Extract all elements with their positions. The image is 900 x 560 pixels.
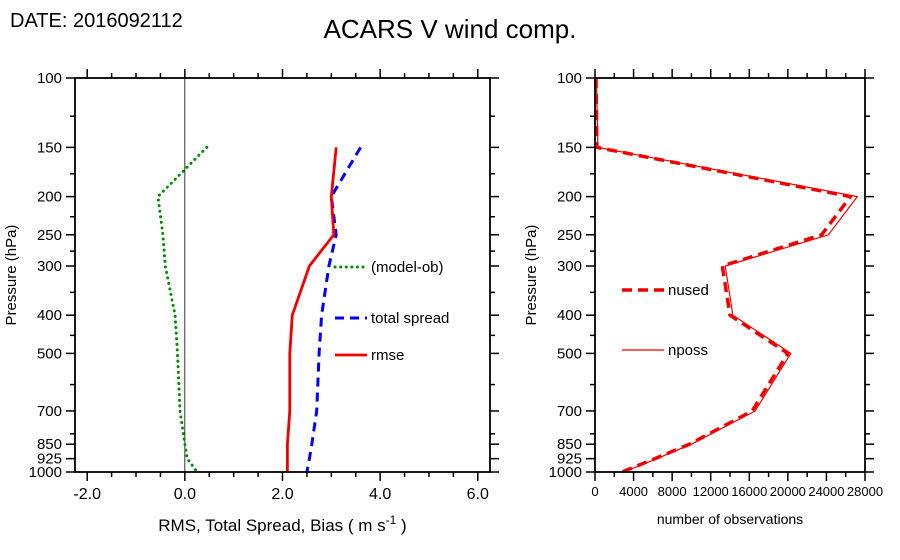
x-axis-title: number of observations	[657, 511, 803, 527]
x-tick-label: 4000	[619, 484, 648, 499]
y-tick-label: 925	[37, 451, 62, 468]
series-lines	[156, 145, 362, 474]
series-line-nused	[594, 77, 853, 474]
series-line-model-ob	[156, 145, 209, 474]
legend-label: nused	[668, 282, 709, 299]
series-lines	[594, 77, 858, 474]
y-tick-label: 400	[557, 307, 582, 324]
axis-frame	[586, 69, 874, 481]
legend-label: (model-ob)	[371, 259, 444, 276]
y-tick-label: 200	[37, 189, 62, 206]
x-tick-label: -2.0	[73, 486, 101, 503]
x-tick-label: 24000	[808, 484, 844, 499]
y-tick-label: 250	[37, 227, 62, 244]
page-title: ACARS V wind comp.	[323, 14, 577, 44]
legend-label: rmse	[371, 347, 404, 364]
y-tick-label: 850	[557, 436, 582, 453]
x-tick-label: 16000	[731, 484, 767, 499]
date-label: DATE: 2016092112	[10, 10, 183, 32]
legend-label: nposs	[668, 342, 708, 359]
x-tick-label: 0.0	[174, 486, 196, 503]
y-tick-label: 700	[557, 403, 582, 420]
y-tick-label: 925	[557, 451, 582, 468]
axis-frame	[66, 69, 499, 481]
y-tick-label: 150	[37, 139, 62, 156]
x-tick-label: 0	[591, 484, 598, 499]
y-tick-label: 300	[557, 258, 582, 275]
y-tick-label: 400	[37, 307, 62, 324]
x-tick-label: 6.0	[467, 486, 489, 503]
y-tick-label: 500	[557, 345, 582, 362]
x-tick-labels: 0 4000 8000 12000 16000 20000 24000 28000	[591, 484, 883, 499]
y-tick-label: 150	[557, 139, 582, 156]
y-axis-title: Pressure (hPa)	[3, 225, 20, 326]
x-axis-title: RMS, Total Spread, Bias ( m s-1 )	[158, 513, 406, 535]
legend-label: total spread	[371, 310, 449, 327]
x-tick-label: 2.0	[271, 486, 293, 503]
y-tick-label: 700	[37, 403, 62, 420]
y-tick-label: 850	[37, 436, 62, 453]
x-tick-labels: -2.0 0.0 2.0 4.0 6.0	[73, 486, 489, 503]
series-line-nposs	[595, 77, 858, 473]
series-line-rmse	[285, 147, 338, 472]
y-tick-label: 500	[37, 345, 62, 362]
x-tick-label: 20000	[770, 484, 806, 499]
y-tick-label: 1000	[549, 464, 582, 481]
y-axis-title: Pressure (hPa)	[523, 225, 540, 326]
x-tick-label: 8000	[658, 484, 687, 499]
y-tick-label: 100	[37, 70, 62, 87]
y-tick-label: 250	[557, 227, 582, 244]
y-tick-label: 300	[37, 258, 62, 275]
x-tick-label: 12000	[693, 484, 729, 499]
y-tick-label: 1000	[29, 464, 62, 481]
series-line-total-spread	[305, 146, 362, 473]
x-tick-label: 4.0	[369, 486, 391, 503]
y-tick-label: 200	[557, 189, 582, 206]
x-tick-label: 28000	[847, 484, 883, 499]
y-tick-label: 100	[557, 70, 582, 87]
legend: (model-ob) total spread rmse	[333, 259, 449, 364]
legend: nused nposs	[622, 282, 709, 359]
